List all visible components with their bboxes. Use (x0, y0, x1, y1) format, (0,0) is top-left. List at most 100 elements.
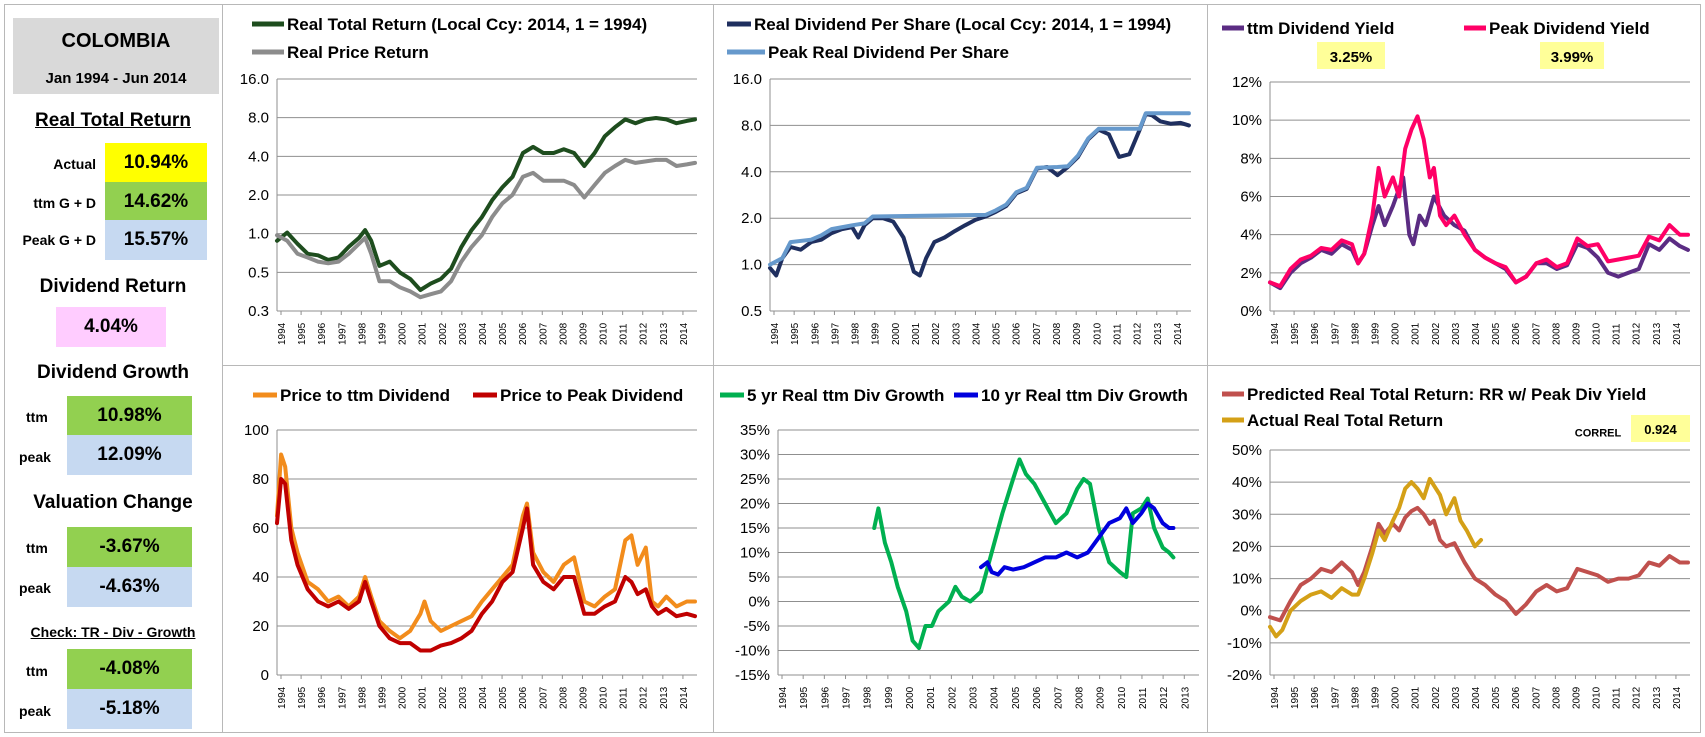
chart-1: 16.0 8.0 4.0 2.0 1.0 0.5 0.3 1994 1995 1996 1997 19… (240, 15, 697, 345)
y-tick-label: 30% (1232, 506, 1262, 523)
annotation-box (1631, 415, 1690, 442)
x-tick-label: 2008 (1551, 686, 1562, 709)
dg-peak-value: 12.09% (67, 435, 192, 475)
x-tick-label: 2001 (1411, 686, 1422, 709)
country-title: COLOMBIA (61, 30, 171, 52)
x-tick-label: 2014 (1672, 322, 1683, 345)
y-tick-label: 0.5 (248, 264, 269, 281)
y-tick-label: 1.0 (741, 257, 762, 274)
y-tick-label: 10% (1232, 112, 1262, 129)
x-tick-label: 1996 (317, 322, 328, 345)
x-tick-label: 2009 (578, 322, 589, 345)
rtr-actual-label: Actual (53, 156, 96, 172)
y-tick-label: 16.0 (240, 71, 269, 88)
chart-2: 16.0 8.0 4.0 2.0 1.0 0.5 1994 1995 1996 1997 1998 1… (727, 15, 1191, 345)
divider (222, 365, 1701, 366)
legend-label: Price to Peak Dividend (500, 386, 683, 405)
series-line (979, 501, 1176, 577)
rtr-ttm-value: 14.62% (105, 182, 207, 222)
x-tick-label: 2011 (1112, 323, 1123, 345)
x-tick-label: 2011 (619, 323, 630, 345)
x-tick-label: 2005 (992, 322, 1003, 345)
x-tick-label: 2007 (1032, 322, 1043, 345)
x-tick-label: 1997 (337, 686, 348, 709)
dashboard-frame (4, 4, 1701, 733)
y-tick-label: -15% (735, 667, 770, 684)
series-line (1268, 114, 1690, 289)
x-tick-label: 2003 (458, 686, 469, 709)
x-tick-label: 2000 (398, 686, 409, 709)
divider (222, 4, 223, 733)
x-tick-label: 1996 (317, 686, 328, 709)
series-line (275, 452, 697, 641)
series-line (275, 116, 697, 292)
x-tick-label: 2001 (418, 322, 429, 345)
x-tick-label: 2005 (1491, 686, 1502, 709)
x-tick-label: 2011 (1612, 687, 1623, 709)
y-tick-label: 80 (252, 471, 269, 488)
x-tick-label: 2001 (418, 686, 429, 709)
y-tick-label: 0.5 (741, 303, 762, 320)
y-tick-label: 5% (748, 569, 770, 586)
x-tick-label: 2010 (1092, 322, 1103, 345)
vc-ttm-value: -3.67% (67, 527, 192, 567)
legend-label: Predicted Real Total Return: RR w/ Peak … (1247, 385, 1646, 404)
y-tick-label: 10% (1232, 571, 1262, 588)
y-tick-label: 35% (740, 422, 770, 439)
dividend-return-heading: Dividend Return (39, 276, 187, 297)
x-tick-label: 2002 (1431, 686, 1442, 709)
annotation-box (1317, 42, 1385, 69)
annotation-box (1540, 42, 1604, 69)
x-tick-label: 2007 (538, 686, 549, 709)
x-tick-label: 2008 (558, 322, 569, 345)
dividend-return-value: 4.04% (56, 307, 166, 347)
x-tick-label: 2014 (1173, 322, 1184, 345)
y-tick-label: 40% (1232, 474, 1262, 491)
x-tick-label: 2006 (518, 322, 529, 345)
x-tick-label: 1996 (820, 686, 831, 709)
series-line (275, 157, 697, 300)
vc-ttm-label: ttm (26, 540, 48, 556)
x-tick-label: 1996 (810, 322, 821, 345)
x-tick-label: 1999 (884, 686, 895, 709)
x-tick-label: 1999 (871, 322, 882, 345)
check-ttm-label: ttm (26, 663, 48, 679)
x-tick-label: 2001 (926, 686, 937, 709)
y-tick-label: 15% (740, 520, 770, 537)
rtr-peak-value: 15.57% (105, 220, 207, 260)
chart-3: 12% 10% 8% 6% 4% 2% 0% 1994 1995 1996 1997 1998 1999… (1222, 19, 1690, 345)
y-tick-label: 1.0 (248, 226, 269, 243)
x-tick-label: 1996 (1310, 322, 1321, 345)
valuation-change-heading: Valuation Change (33, 492, 193, 513)
legend-label: Real Price Return (287, 43, 429, 62)
x-tick-label: 2013 (659, 322, 670, 345)
x-tick-label: 2014 (1672, 686, 1683, 709)
x-tick-label: 1994 (770, 322, 781, 345)
x-tick-label: 2011 (1612, 323, 1623, 345)
y-tick-label: 8.0 (741, 117, 762, 134)
y-tick-label: 2.0 (741, 210, 762, 227)
x-tick-label: 2010 (1592, 686, 1603, 709)
x-tick-label: 2012 (1159, 686, 1170, 709)
y-tick-label: -10% (1227, 635, 1262, 652)
x-tick-label: 1999 (1370, 686, 1381, 709)
series-line (1268, 175, 1690, 291)
x-tick-label: 2006 (1511, 322, 1522, 345)
x-tick-label: 2002 (947, 686, 958, 709)
real-total-return-heading: Real Total Return (35, 110, 191, 131)
x-tick-label: 1999 (377, 322, 388, 345)
x-tick-label: 2006 (1032, 686, 1043, 709)
y-tick-label: 50% (1232, 442, 1262, 459)
x-tick-label: 1994 (1270, 322, 1281, 345)
x-tick-label: 1997 (1330, 686, 1341, 709)
y-tick-label: 0% (748, 594, 770, 611)
x-tick-label: 2014 (679, 322, 690, 345)
x-tick-label: 2008 (1074, 686, 1085, 709)
x-tick-label: 1995 (1290, 686, 1301, 709)
x-tick-label: 2013 (1180, 686, 1191, 709)
x-tick-label: 2003 (1451, 686, 1462, 709)
x-tick-label: 1998 (357, 686, 368, 709)
legend-label: Real Dividend Per Share (Local Ccy: 2014… (754, 15, 1171, 34)
title-box: COLOMBIA Jan 1994 - Jun 2014 (13, 18, 219, 94)
x-tick-label: 2004 (1471, 686, 1482, 709)
